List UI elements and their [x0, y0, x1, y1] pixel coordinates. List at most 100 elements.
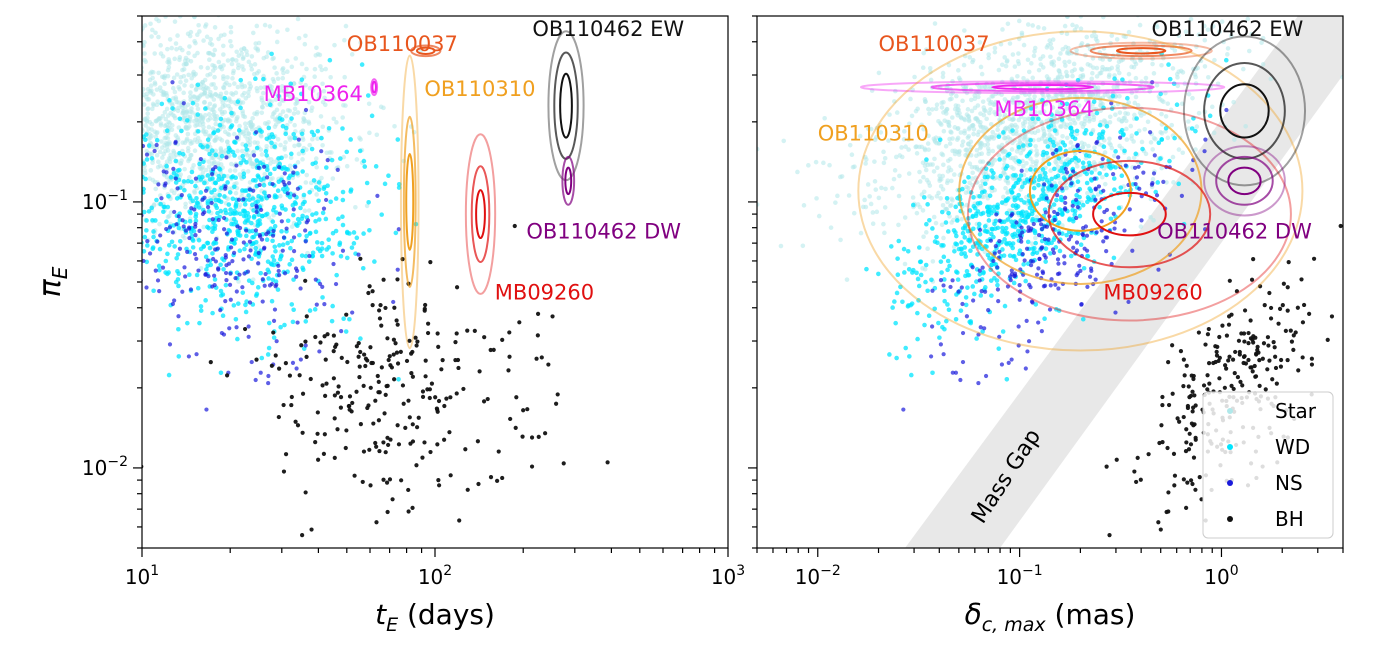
- point-ns: [1025, 349, 1030, 354]
- point-wd: [177, 239, 183, 244]
- point-star: [846, 193, 852, 198]
- point-star: [928, 69, 933, 75]
- point-star: [946, 122, 951, 128]
- point-bh: [352, 473, 357, 478]
- point-bh: [271, 330, 276, 335]
- point-star: [1011, 166, 1016, 172]
- point-star: [206, 124, 212, 130]
- point-star: [882, 155, 888, 161]
- point-wd: [272, 166, 277, 172]
- point-bh: [323, 393, 328, 398]
- left-plot-area: [125, 16, 610, 538]
- point-star: [125, 100, 130, 105]
- point-bh: [363, 363, 368, 369]
- point-star: [244, 52, 250, 58]
- point-ns: [356, 252, 361, 257]
- point-star: [125, 160, 130, 165]
- point-star: [125, 116, 130, 121]
- point-bh: [435, 331, 440, 336]
- point-wd: [1026, 152, 1032, 157]
- point-ns: [125, 169, 129, 173]
- y-tick-label: 10−2: [82, 454, 128, 480]
- point-wd: [289, 238, 295, 244]
- point-wd: [1054, 197, 1059, 203]
- point-wd: [1003, 240, 1009, 246]
- point-star: [127, 138, 132, 143]
- point-star: [125, 107, 130, 112]
- point-star: [132, 161, 137, 166]
- point-bh: [500, 475, 505, 481]
- point-ns: [274, 339, 279, 344]
- point-star: [126, 130, 131, 135]
- point-star: [125, 165, 130, 170]
- point-bh: [350, 400, 355, 406]
- point-star: [225, 58, 231, 63]
- point-wd: [971, 195, 976, 200]
- point-ns: [253, 377, 258, 383]
- point-wd: [953, 204, 959, 210]
- point-ns: [180, 289, 185, 294]
- point-wd: [1134, 116, 1139, 121]
- point-star: [125, 140, 130, 145]
- point-star: [229, 43, 234, 49]
- point-wd: [996, 271, 1001, 276]
- point-wd: [1158, 91, 1164, 97]
- point-wd: [1032, 245, 1037, 251]
- point-star: [906, 147, 911, 152]
- point-star: [229, 57, 235, 62]
- point-star: [998, 41, 1004, 47]
- point-wd: [282, 322, 287, 328]
- point-ns: [223, 184, 228, 189]
- point-wd: [238, 211, 243, 217]
- point-wd: [1140, 146, 1145, 152]
- point-wd: [263, 193, 269, 199]
- point-star: [932, 21, 938, 26]
- point-wd: [941, 288, 947, 294]
- point-star: [145, 111, 151, 116]
- point-wd: [292, 200, 298, 205]
- point-ns: [231, 250, 237, 255]
- point-ns: [1111, 171, 1116, 177]
- point-wd: [190, 100, 196, 106]
- point-ns: [174, 222, 179, 227]
- point-ns: [227, 326, 232, 331]
- point-bh: [371, 421, 376, 426]
- point-wd: [291, 277, 296, 282]
- point-bh: [281, 402, 286, 408]
- point-wd: [340, 126, 345, 131]
- point-wd: [144, 228, 149, 233]
- point-ns: [1039, 329, 1044, 334]
- point-wd: [1051, 237, 1057, 243]
- point-wd: [1058, 147, 1063, 152]
- point-ns: [290, 360, 296, 365]
- point-bh: [333, 344, 338, 349]
- point-wd: [142, 209, 147, 215]
- point-wd: [194, 272, 200, 278]
- point-star: [1000, 194, 1006, 200]
- point-star: [222, 103, 228, 108]
- point-wd: [965, 228, 971, 234]
- point-star: [212, 103, 218, 108]
- point-star: [125, 21, 130, 26]
- point-wd: [1166, 62, 1171, 67]
- point-star: [170, 85, 176, 91]
- point-star: [1097, 71, 1103, 76]
- point-star: [901, 137, 907, 142]
- point-star: [1016, 36, 1022, 42]
- point-wd: [976, 245, 982, 250]
- point-bh: [323, 357, 328, 362]
- point-star: [1060, 133, 1065, 139]
- point-star: [186, 72, 191, 78]
- point-star: [1046, 76, 1052, 82]
- point-wd: [232, 208, 237, 214]
- point-star: [125, 168, 130, 173]
- point-star: [235, 148, 240, 154]
- point-wd: [923, 262, 929, 268]
- point-bh: [482, 335, 487, 340]
- point-star: [255, 88, 260, 94]
- point-star: [946, 62, 952, 68]
- point-wd: [924, 157, 929, 162]
- point-wd: [222, 95, 228, 101]
- point-star: [212, 137, 217, 143]
- point-star: [287, 137, 293, 142]
